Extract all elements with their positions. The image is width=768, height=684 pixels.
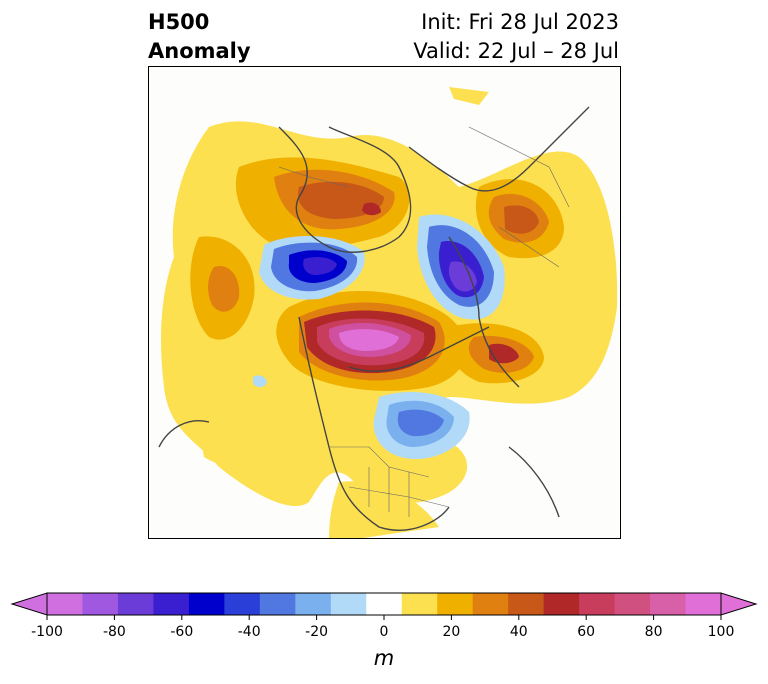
colorbar-tick-label: -20 bbox=[305, 624, 329, 640]
colorbar-tick-label: 60 bbox=[577, 624, 596, 640]
map-svg bbox=[158, 87, 618, 538]
colorbar-segment bbox=[295, 593, 332, 615]
colorbar-tick-label: 100 bbox=[707, 624, 735, 640]
colorbar-tick-label: 40 bbox=[509, 624, 528, 640]
colorbar-unit: m bbox=[373, 646, 395, 670]
colorbar-segment bbox=[579, 593, 616, 615]
extreme-positive-anomaly bbox=[317, 318, 425, 366]
colorbar-segment bbox=[259, 593, 296, 615]
anomaly-map bbox=[148, 66, 621, 539]
colorbar-tick-label: -40 bbox=[237, 624, 261, 640]
colorbar-segment bbox=[117, 593, 154, 615]
colorbar-segment bbox=[366, 593, 403, 615]
title-left: H500 Anomaly bbox=[148, 8, 251, 66]
colorbar-segment bbox=[224, 593, 261, 615]
colorbar-tick-label: 80 bbox=[644, 624, 663, 640]
coastlines bbox=[158, 106, 590, 531]
colorbar-segment bbox=[614, 593, 651, 615]
colorbar-segment bbox=[685, 593, 722, 615]
colorbar-extend-high bbox=[720, 592, 758, 616]
colorbar-tick-label: 20 bbox=[442, 624, 461, 640]
colorbar-tick-label: 0 bbox=[379, 624, 389, 640]
colorbar-segment bbox=[401, 593, 438, 615]
colorbar-segment bbox=[82, 593, 119, 615]
title-right: Init: Fri 28 Jul 2023 Valid: 22 Jul – 28… bbox=[413, 8, 619, 66]
colorbar-segment bbox=[188, 593, 225, 615]
borders bbox=[278, 126, 570, 517]
colorbar-segment bbox=[650, 593, 687, 615]
colorbar-tick-label: -100 bbox=[31, 624, 63, 640]
colorbar-segment bbox=[472, 593, 509, 615]
colorbar-tick-label: -80 bbox=[102, 624, 126, 640]
colorbar-segment bbox=[508, 593, 545, 615]
valid-range: Valid: 22 Jul – 28 Jul bbox=[413, 39, 619, 63]
colorbar-segment bbox=[543, 593, 580, 615]
init-date: Init: Fri 28 Jul 2023 bbox=[421, 10, 619, 34]
title-field: Anomaly bbox=[148, 39, 251, 63]
colorbar-segment bbox=[437, 593, 474, 615]
title-variable: H500 bbox=[148, 10, 210, 34]
colorbar-segment bbox=[47, 593, 83, 615]
colorbar bbox=[10, 592, 758, 620]
colorbar-extend-low bbox=[10, 592, 48, 616]
colorbar-segment bbox=[330, 593, 367, 615]
colorbar-tick-label: -60 bbox=[170, 624, 194, 640]
colorbar-segment bbox=[153, 593, 190, 615]
